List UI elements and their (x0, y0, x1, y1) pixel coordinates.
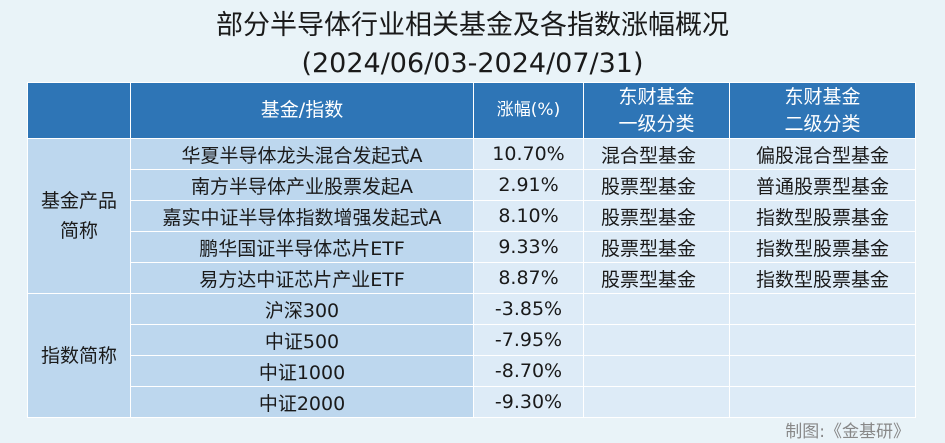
header-change: 涨幅(%) (473, 82, 584, 139)
table-row: 中证500 -7.95% (28, 324, 916, 356)
index-level2-empty (729, 355, 916, 387)
index-level2-empty (729, 386, 916, 418)
header-level1-line2: 一级分类 (618, 112, 695, 135)
index-name: 沪深300 (130, 293, 474, 325)
fund-level2: 指数型股票基金 (729, 200, 916, 232)
fund-name: 嘉实中证半导体指数增强发起式A (130, 200, 474, 232)
index-name: 中证1000 (130, 355, 474, 387)
index-change: -3.85% (473, 293, 584, 325)
source-credit: 制图:《金基研》 (785, 422, 910, 442)
page-subtitle: (2024/06/03-2024/07/31) (301, 48, 644, 79)
table-row: 南方半导体产业股票发起A 2.91% 股票型基金 普通股票型基金 (28, 169, 916, 201)
index-level1-empty (583, 386, 730, 418)
fund-level2: 指数型股票基金 (729, 231, 916, 263)
index-change: -9.30% (473, 386, 584, 418)
fund-change: 2.91% (473, 169, 584, 201)
fund-change: 9.33% (473, 231, 584, 263)
fund-name: 易方达中证芯片产业ETF (130, 262, 474, 294)
header-level2: 东财基金 二级分类 (729, 82, 916, 139)
fund-level1: 股票型基金 (583, 169, 730, 201)
fund-level2: 偏股混合型基金 (729, 138, 916, 170)
table-row: 嘉实中证半导体指数增强发起式A 8.10% 股票型基金 指数型股票基金 (28, 200, 916, 232)
fund-change: 8.10% (473, 200, 584, 232)
header-level1: 东财基金 一级分类 (583, 82, 730, 139)
fund-index-table: 基金/指数 涨幅(%) 东财基金 一级分类 东财基金 二级分类 基金产品 简称 … (27, 82, 916, 418)
index-change: -8.70% (473, 355, 584, 387)
fund-level1: 股票型基金 (583, 231, 730, 263)
fund-change: 8.87% (473, 262, 584, 294)
index-name: 中证500 (130, 324, 474, 356)
fund-level2: 普通股票型基金 (729, 169, 916, 201)
fund-level1: 混合型基金 (583, 138, 730, 170)
header-level2-line2: 二级分类 (784, 112, 861, 135)
group-funds: 基金产品 简称 (27, 138, 131, 294)
group-funds-line1: 基金产品 (40, 190, 117, 212)
header-level2-line1: 东财基金 (784, 85, 861, 108)
table-row: 中证1000 -8.70% (28, 355, 916, 387)
index-level2-empty (729, 293, 916, 325)
table-header-row: 基金/指数 涨幅(%) 东财基金 一级分类 东财基金 二级分类 (27, 82, 916, 139)
index-name: 中证2000 (130, 386, 474, 418)
group-indices: 指数简称 (27, 293, 131, 418)
fund-name: 鹏华国证半导体芯片ETF (130, 231, 474, 263)
fund-level2: 指数型股票基金 (729, 262, 916, 294)
index-level1-empty (583, 293, 730, 325)
index-level1-empty (583, 324, 730, 356)
fund-name: 华夏半导体龙头混合发起式A (130, 138, 474, 170)
page-title: 部分半导体行业相关基金及各指数涨幅概况 (216, 10, 729, 41)
fund-change: 10.70% (473, 138, 584, 170)
group-funds-line2: 简称 (59, 220, 98, 242)
table-row: 易方达中证芯片产业ETF 8.87% 股票型基金 指数型股票基金 (28, 262, 916, 294)
table-row: 指数简称 沪深300 -3.85% (27, 293, 916, 418)
table-row: 中证2000 -9.30% (28, 386, 916, 418)
table-row: 基金产品 简称 华夏半导体龙头混合发起式A 10.70% 混合型基金 偏股混合型… (27, 138, 916, 294)
header-corner-cell (27, 82, 131, 139)
header-level1-line1: 东财基金 (618, 85, 695, 108)
index-level2-empty (729, 324, 916, 356)
fund-level1: 股票型基金 (583, 262, 730, 294)
fund-name: 南方半导体产业股票发起A (130, 169, 474, 201)
header-name: 基金/指数 (130, 82, 474, 139)
index-change: -7.95% (473, 324, 584, 356)
index-level1-empty (583, 355, 730, 387)
table-row: 鹏华国证半导体芯片ETF 9.33% 股票型基金 指数型股票基金 (28, 231, 916, 263)
fund-level1: 股票型基金 (583, 200, 730, 232)
